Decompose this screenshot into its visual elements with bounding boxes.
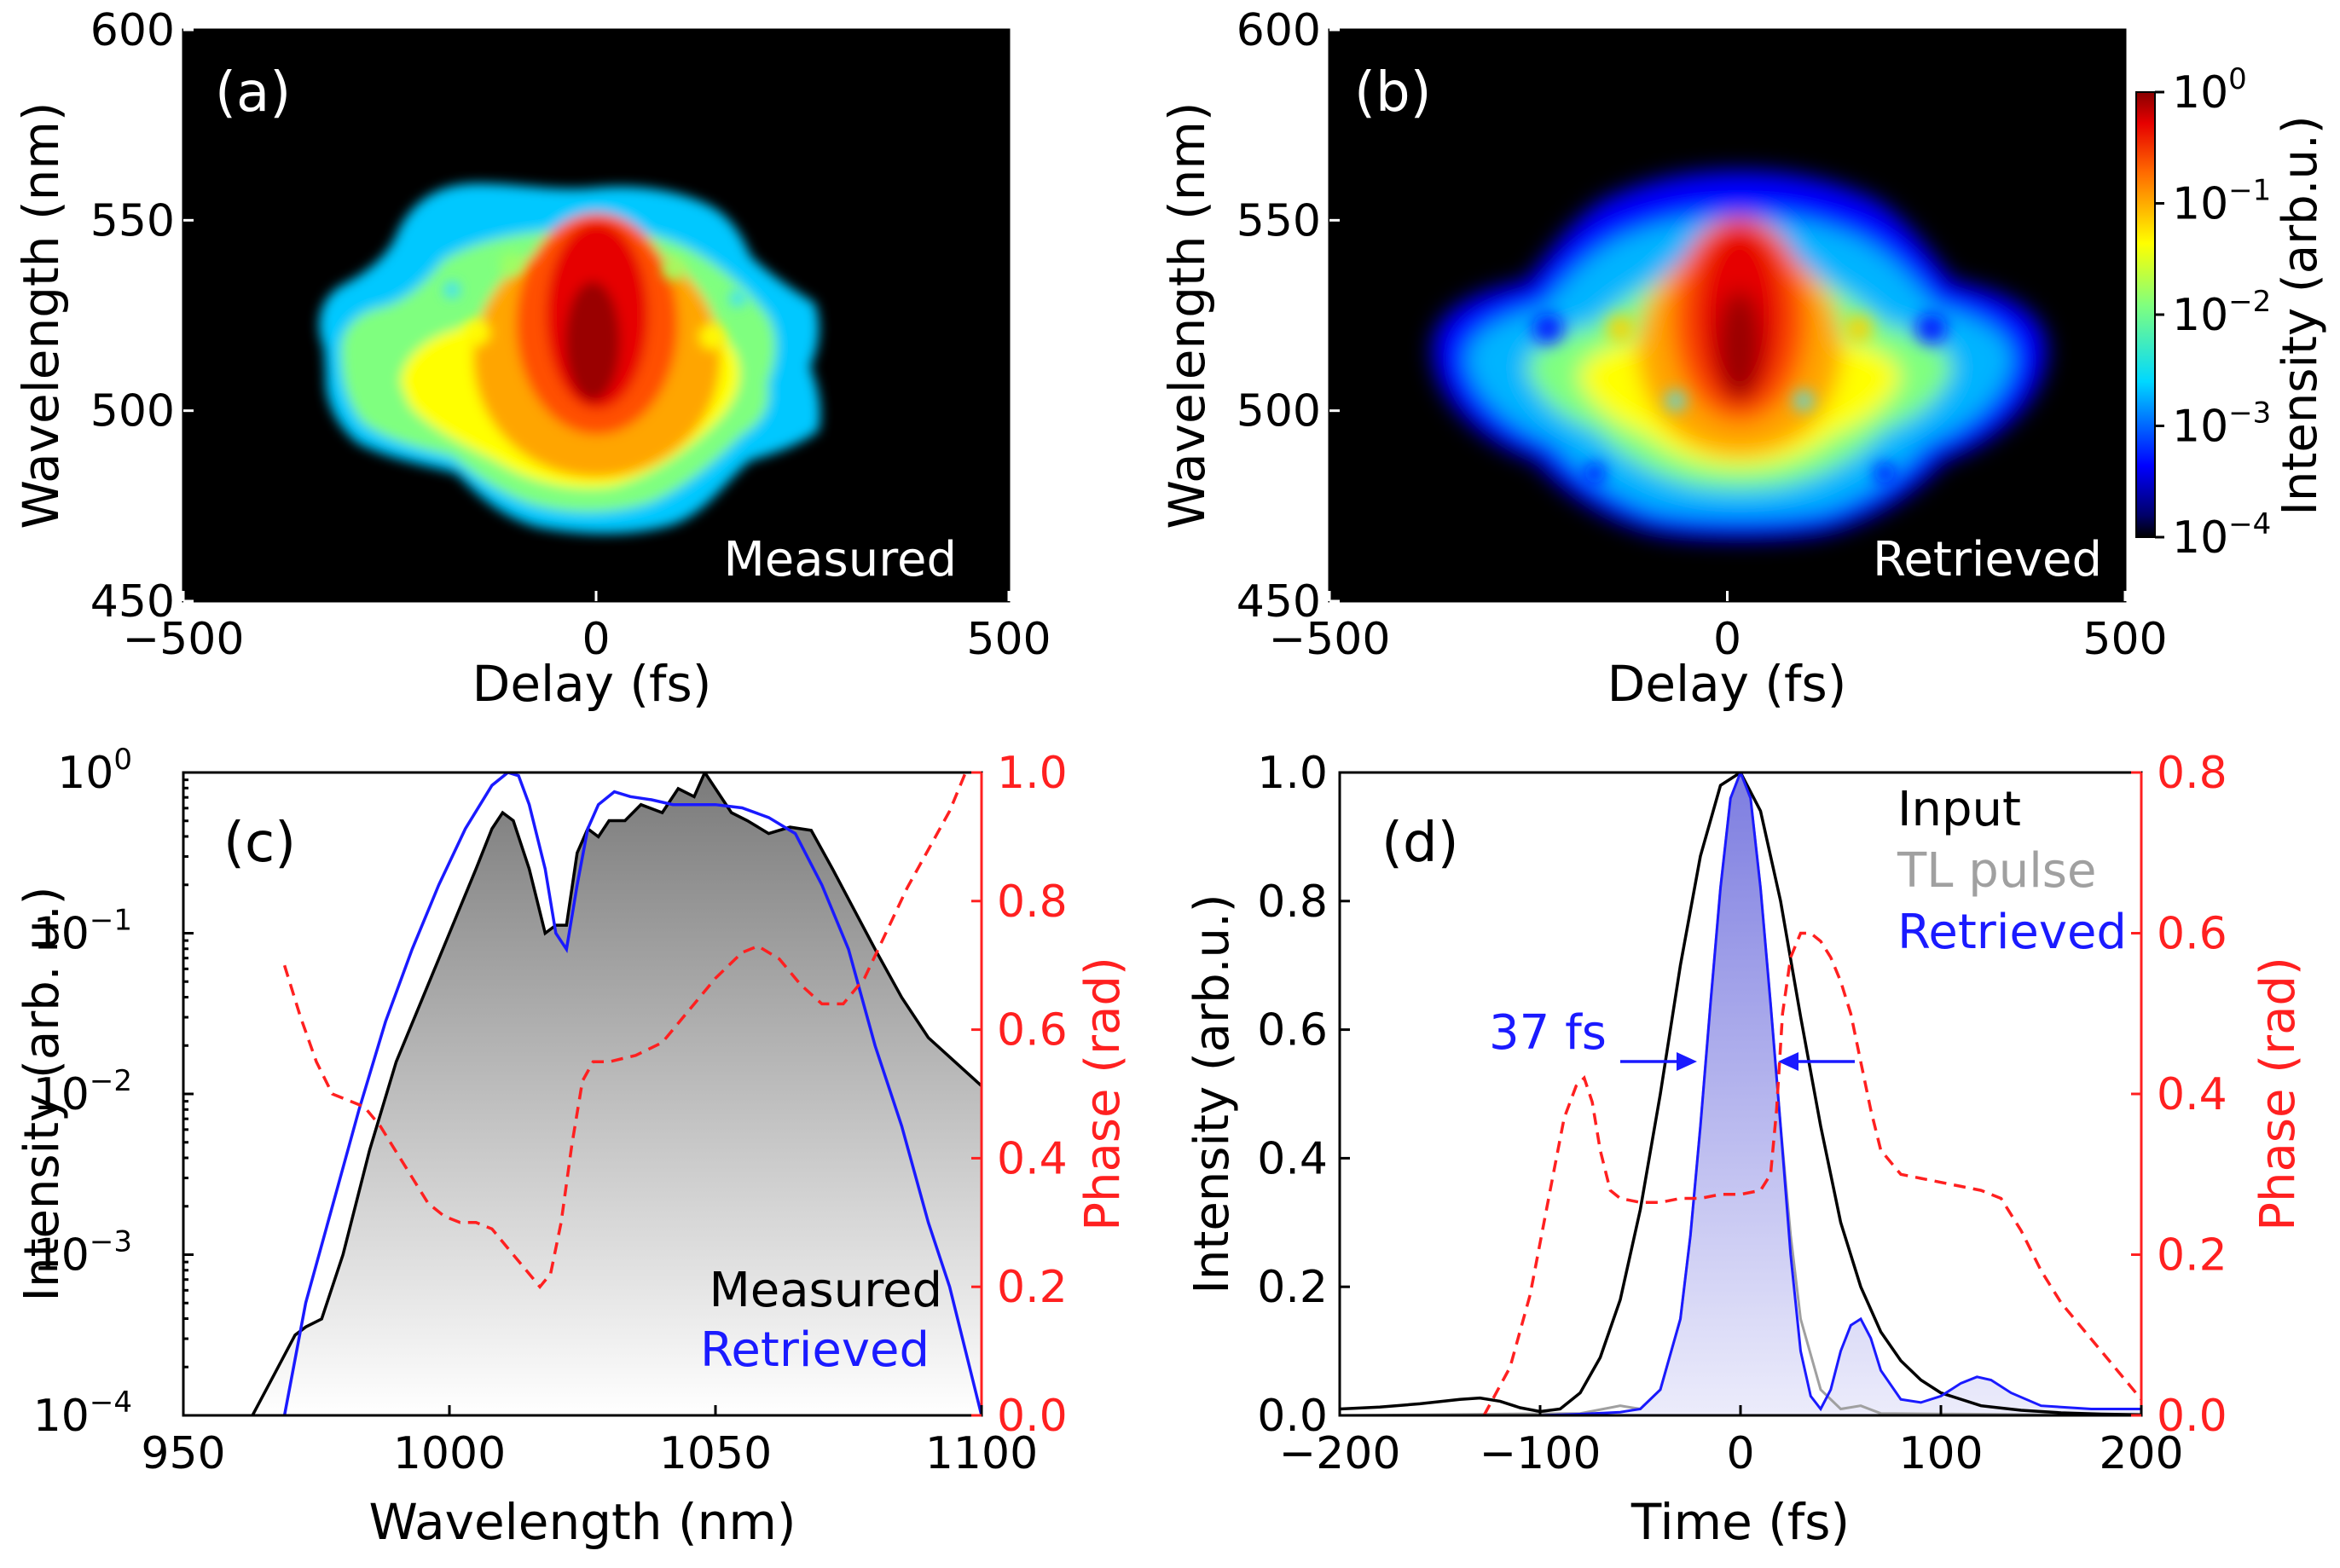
x-tick-label: 0 <box>1713 614 1741 665</box>
axis-ticks-d: −200 −100 0 100 2000.00.20.40.60.81.00.00.20… <box>1257 748 2227 1479</box>
y2-tick-label: 0.8 <box>2157 748 2227 799</box>
x-axis-label-a: Delay (fs) <box>472 655 712 713</box>
y-tick-label: 600 <box>1237 5 1321 56</box>
spectrum-retrieved-line <box>282 772 982 1415</box>
axis-ticks-c: 950 1000 1050 1100 100 10−1 10−2 10−3 10−4 1.0 0.8… <box>33 743 1068 1479</box>
y-tick-label: 450 <box>90 576 175 628</box>
x-tick-label: −200 <box>1279 1428 1401 1479</box>
panel-label-d: (d) <box>1381 812 1459 875</box>
colorbar-tick-label: 10−1 <box>2172 174 2271 230</box>
annotation-retrieved-b: Retrieved <box>1873 532 2102 587</box>
x-tick-label: 950 <box>141 1428 225 1479</box>
y-axis-label-a: Wavelength (nm) <box>12 101 70 529</box>
y2-tick-label: 0.4 <box>2157 1069 2227 1120</box>
x-tick-label: −500 <box>1269 614 1391 665</box>
y2-tick-label: 0.8 <box>997 877 1068 928</box>
x-tick-label: 100 <box>1898 1428 1983 1479</box>
y-axis-label-b: Wavelength (nm) <box>1158 101 1216 529</box>
y2-tick-label: 1.0 <box>997 748 1068 799</box>
legend-retrieved-c: Retrieved <box>700 1322 930 1378</box>
y-tick-label: 10−3 <box>33 1225 132 1282</box>
colorbar-tick-label: 10−2 <box>2172 285 2271 341</box>
x-tick-label: 200 <box>2099 1428 2183 1479</box>
y-axis-label-d: Intensity (arb.u.) <box>1184 894 1240 1293</box>
x-axis-label-c: Wavelength (nm) <box>368 1493 796 1551</box>
axis-ticks-b: −500 0 500 450 500 550 600 <box>1237 5 2168 665</box>
y-tick-label: 0.6 <box>1257 1005 1328 1056</box>
x-tick-label: 0 <box>1726 1428 1754 1479</box>
x-tick-label: 1000 <box>393 1428 506 1479</box>
spectrum-measured-line <box>251 772 982 1415</box>
y2-tick-label: 0.0 <box>997 1391 1068 1442</box>
y2-axis-label-d: Phase (rad) <box>2250 957 2306 1231</box>
colorbar <box>2135 91 2156 538</box>
spectrum-measured-fill <box>252 772 982 1415</box>
legend-input-d: Input <box>1897 782 2021 837</box>
input-pulse-line <box>1340 772 2141 1415</box>
retrieved-pulse-fill <box>1340 772 2141 1415</box>
y2-tick-label: 0.4 <box>997 1133 1068 1184</box>
y2-tick-label: 0.2 <box>2157 1230 2227 1282</box>
y2-tick-label: 0.2 <box>997 1262 1068 1313</box>
colorbar-ticks: 100 10−1 10−2 10−3 10−4 <box>2155 62 2271 564</box>
retrieved-pulse-line <box>1340 772 2141 1415</box>
y-tick-label: 500 <box>90 386 175 437</box>
panel-c: 950 1000 1050 1100 100 10−1 10−2 10−3 10−4 1.0 0.8… <box>14 743 1131 1551</box>
y-tick-label: 450 <box>1237 576 1321 628</box>
y-tick-label: 10−4 <box>33 1386 132 1442</box>
y-tick-label: 550 <box>1237 195 1321 246</box>
colorbar-tick-label: 10−3 <box>2172 396 2271 453</box>
y-tick-label: 0.0 <box>1257 1391 1328 1442</box>
fwhm-annotation: 37 fs <box>1489 1005 1607 1061</box>
y2-tick-label: 0.6 <box>997 1005 1068 1056</box>
x-axis-label-b: Delay (fs) <box>1607 655 1847 713</box>
panel-a: −500 0 500 450 500 550 600 (a) Measured Delay … <box>12 5 1051 713</box>
y-tick-label: 10−1 <box>33 904 132 960</box>
y-tick-label: 0.2 <box>1257 1262 1328 1313</box>
colorbar-tick-label: 10−4 <box>2172 507 2271 564</box>
spectral-phase-line <box>282 772 967 1289</box>
panel-label-b: (b) <box>1354 61 1432 124</box>
y2-axis-label-c: Phase (rad) <box>1075 957 1131 1231</box>
y-tick-label: 550 <box>90 195 175 246</box>
x-tick-label: 1100 <box>925 1428 1038 1479</box>
y-tick-label: 10−2 <box>33 1064 132 1120</box>
x-tick-label: −100 <box>1480 1428 1602 1479</box>
fwhm-arrow-left <box>1620 1052 1697 1071</box>
y-tick-label: 600 <box>90 5 175 56</box>
panel-label-a: (a) <box>215 61 291 124</box>
y2-tick-label: 0.6 <box>2157 909 2227 960</box>
fwhm-arrow-right <box>1778 1052 1855 1071</box>
colorbar-tick-label: 100 <box>2172 62 2247 119</box>
x-tick-label: 0 <box>582 614 610 665</box>
y-tick-label: 0.4 <box>1257 1133 1328 1184</box>
y-tick-label: 0.8 <box>1257 877 1328 928</box>
panel-b: −500 0 500 450 500 550 600 (b) Retrieved Delay… <box>1158 5 2328 713</box>
temporal-phase-line <box>1482 931 2141 1415</box>
y-tick-label: 1.0 <box>1257 748 1328 799</box>
x-tick-label: 500 <box>2082 614 2167 665</box>
y-axis-label-c: Intensity (arb. u.) <box>14 886 70 1301</box>
legend-tl-pulse-d: TL pulse <box>1897 843 2096 899</box>
y-tick-label: 500 <box>1237 386 1321 437</box>
colorbar-label: Intensity (arb.u.) <box>2273 115 2328 515</box>
legend-retrieved-d: Retrieved <box>1897 905 2127 960</box>
y2-tick-label: 0.0 <box>2157 1391 2227 1442</box>
heatmap-b-trace <box>1433 171 2047 540</box>
panel-d: −200 −100 0 100 2000.00.20.40.60.81.00.00.20… <box>1184 748 2306 1551</box>
x-tick-label: −500 <box>123 614 245 665</box>
x-tick-label: 1050 <box>659 1428 772 1479</box>
axis-ticks-a: −500 0 500 450 500 550 600 <box>90 5 1051 665</box>
x-axis-label-d: Time (fs) <box>1630 1493 1850 1551</box>
legend-measured-c: Measured <box>709 1263 942 1318</box>
panel-label-c: (c) <box>223 812 296 875</box>
heatmap-a-trace <box>319 183 820 534</box>
x-tick-label: 500 <box>966 614 1051 665</box>
annotation-measured-a: Measured <box>723 532 957 587</box>
y-tick-label: 100 <box>57 743 132 799</box>
